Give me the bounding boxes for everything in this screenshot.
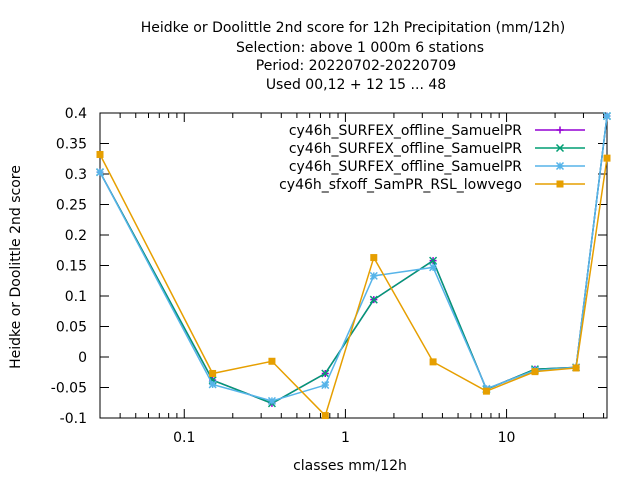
data-point — [429, 256, 438, 265]
y-tick-label: 0.05 — [56, 320, 87, 336]
data-point — [602, 112, 612, 121]
data-point — [370, 254, 378, 262]
x-axis-label: classes mm/12h — [293, 458, 407, 474]
x-tick-label: 1 — [341, 430, 350, 446]
y-axis-label: Heidke or Doolittle 2nd score — [8, 165, 24, 369]
y-tick-label: 0.15 — [56, 259, 87, 275]
title-line-3: Period: 20220702-20220709 — [256, 58, 456, 74]
legend-item: cy46h_sfxoff_SamPR_RSL_lowvego — [279, 177, 585, 193]
legend-item: cy46h_SURFEX_offline_SamuelPR — [289, 159, 585, 175]
data-point — [208, 380, 217, 389]
title-line-4: Used 00,12 + 12 15 ... 48 — [266, 77, 446, 93]
data-point — [531, 368, 539, 376]
y-tick-label: 0.4 — [65, 106, 87, 122]
y-tick-label: 0 — [78, 350, 87, 366]
data-point — [369, 271, 378, 280]
data-point — [429, 263, 438, 272]
data-point — [321, 369, 330, 378]
data-point — [556, 126, 564, 134]
data-point — [95, 168, 105, 177]
y-tick-label: 0.35 — [56, 137, 87, 153]
plot-axes: -0.1 -0.05 0 0.05 0.1 0.15 0.2 0.25 0.3 0.35 0.4 0.… — [51, 106, 608, 446]
data-point — [268, 357, 276, 365]
legend-label: cy46h_SURFEX_offline_SamuelPR — [289, 159, 522, 175]
y-tick-label: -0.05 — [51, 381, 87, 397]
data-point — [572, 364, 580, 372]
data-point — [482, 387, 490, 395]
x-tick-label: 0.1 — [173, 430, 195, 446]
legend-item: cy46h_SURFEX_offline_SamuelPR — [289, 123, 585, 139]
legend-label: cy46h_SURFEX_offline_SamuelPR — [289, 141, 522, 157]
series-line — [99, 115, 608, 402]
data-point — [321, 381, 330, 390]
series-layer — [95, 112, 612, 420]
data-point — [267, 396, 276, 405]
legend: cy46h_SURFEX_offline_SamuelPR cy46h_SURFE… — [279, 123, 585, 193]
x-tick-label: 10 — [498, 430, 516, 446]
data-point — [555, 143, 565, 153]
data-point — [556, 180, 564, 188]
data-point — [369, 295, 378, 304]
data-point — [96, 150, 104, 158]
y-tick-label: 0.2 — [65, 228, 87, 244]
y-tick-label: 0.25 — [56, 198, 87, 214]
data-point — [321, 412, 329, 420]
data-point — [429, 358, 437, 366]
title-line-1: Heidke or Doolittle 2nd score for 12h Pr… — [141, 20, 566, 36]
title-line-2: Selection: above 1 000m 6 stations — [236, 40, 484, 56]
legend-label: cy46h_sfxoff_SamPR_RSL_lowvego — [279, 177, 522, 193]
y-tick-label: -0.1 — [60, 411, 87, 427]
data-point — [555, 161, 565, 171]
series-line — [99, 154, 608, 417]
y-tick-label: 0.3 — [65, 167, 87, 183]
data-point — [603, 154, 611, 162]
y-tick-label: 0.1 — [65, 289, 87, 305]
legend-item: cy46h_SURFEX_offline_SamuelPR — [289, 141, 585, 157]
legend-label: cy46h_SURFEX_offline_SamuelPR — [289, 123, 522, 139]
data-point — [209, 369, 217, 377]
chart-title: Heidke or Doolittle 2nd score for 12h Pr… — [141, 20, 566, 93]
series-4 — [96, 150, 611, 420]
